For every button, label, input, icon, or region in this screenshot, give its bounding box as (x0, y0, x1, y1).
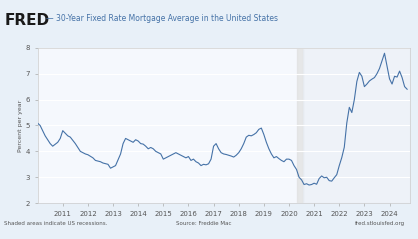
Text: fred.stlouisfed.org: fred.stlouisfed.org (355, 221, 405, 226)
Text: Shaded areas indicate US recessions.: Shaded areas indicate US recessions. (4, 221, 107, 226)
Y-axis label: Percent per year: Percent per year (18, 99, 23, 152)
Text: — 30-Year Fixed Rate Mortgage Average in the United States: — 30-Year Fixed Rate Mortgage Average in… (46, 14, 278, 23)
Bar (303, 48, 410, 203)
Bar (296, 48, 303, 203)
Text: Source: Freddie Mac: Source: Freddie Mac (176, 221, 231, 226)
Text: FRED: FRED (4, 13, 49, 28)
